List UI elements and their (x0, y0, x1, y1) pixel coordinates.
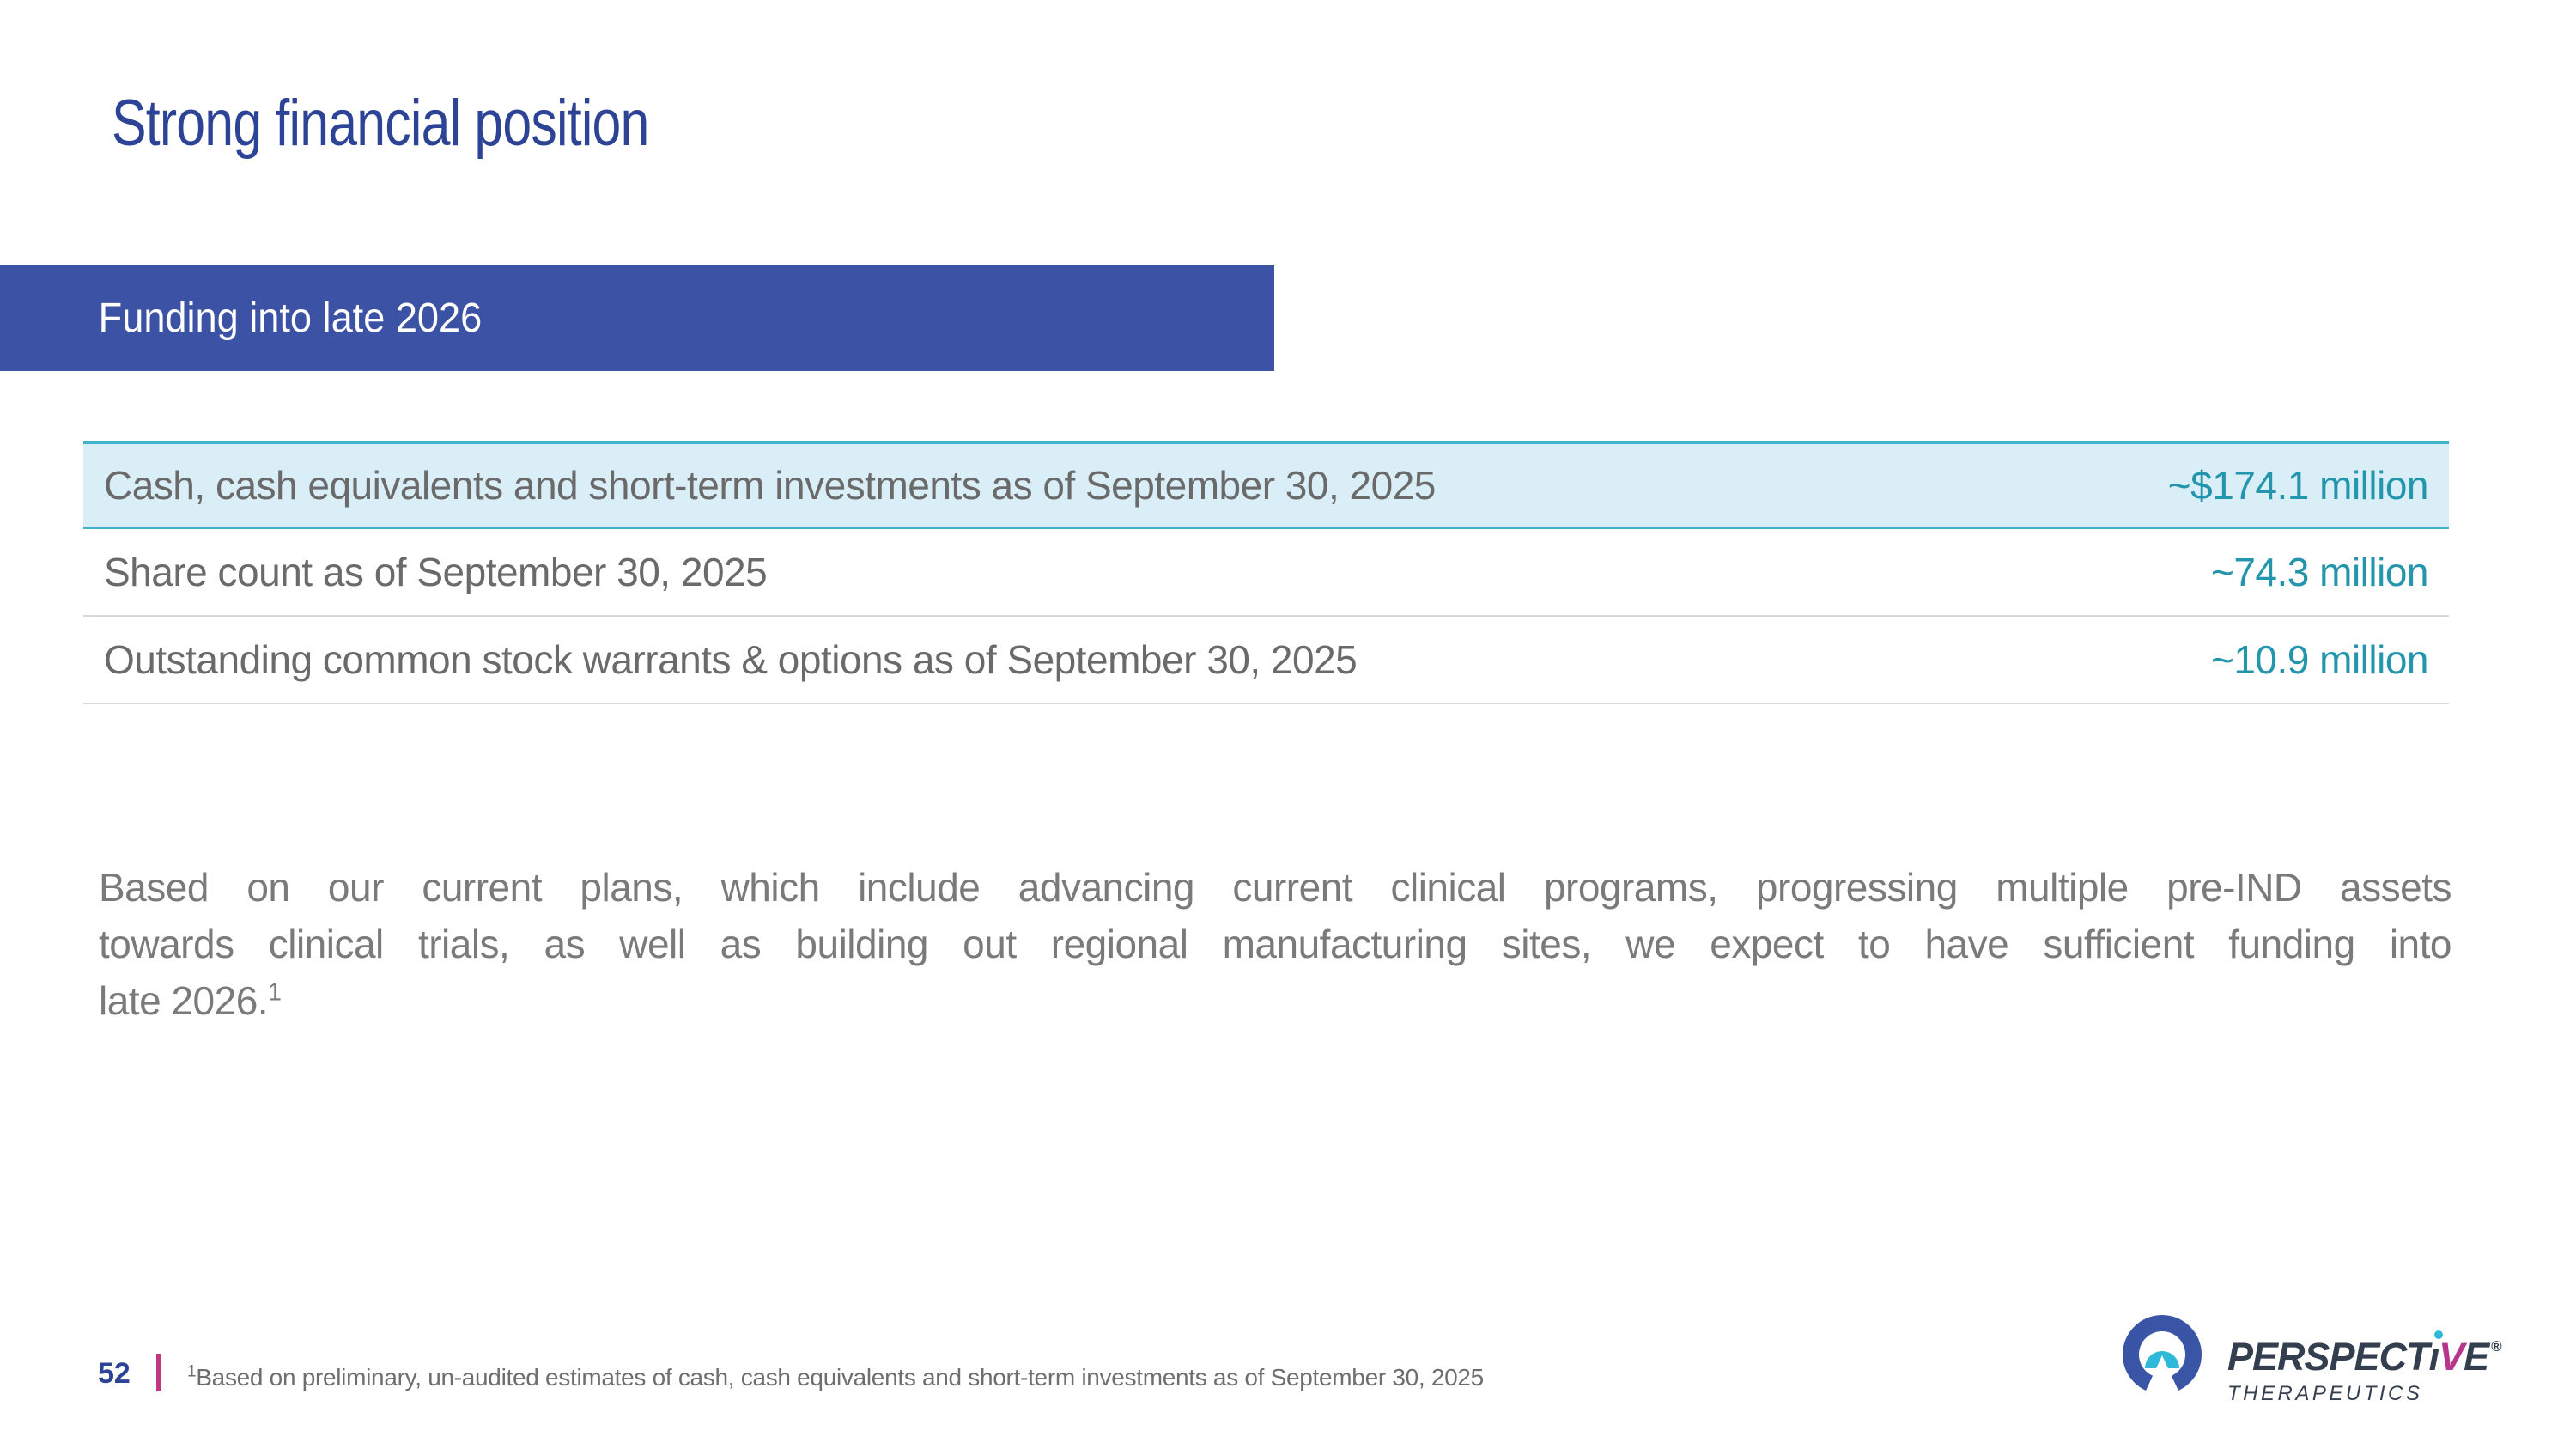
footnote-marker: 1 (187, 1362, 197, 1381)
funding-paragraph: Based on our current plans, which includ… (99, 859, 2452, 1029)
registered-trademark-icon: ® (2491, 1338, 2502, 1355)
footnote-text: Based on preliminary, un-audited estimat… (196, 1364, 1484, 1391)
paragraph-line: towards clinical trials, as well as buil… (99, 922, 2452, 966)
paragraph-last-text: late 2026. (99, 978, 269, 1023)
logo-brand-line: PERSPECTı VE ® (2227, 1330, 2502, 1379)
row-value: ~$174.1 million (2167, 463, 2429, 508)
logo-letter-i: ı (2428, 1330, 2443, 1379)
row-value: ~10.9 million (2210, 637, 2429, 682)
footnote-ref: 1 (268, 978, 282, 1007)
table-row-warrants: Outstanding common stock warrants & opti… (83, 617, 2449, 704)
table-row-cash: Cash, cash equivalents and short-term in… (83, 441, 2449, 529)
funding-banner-label: Funding into late 2026 (98, 295, 483, 341)
company-logo: PERSPECTı VE ® THERAPEUTICS (2119, 1314, 2514, 1409)
logo-i-dot (2433, 1330, 2443, 1339)
paragraph-line: Based on our current plans, which includ… (99, 865, 2452, 910)
logo-wordmark: PERSPECTı VE ® THERAPEUTICS (2227, 1330, 2502, 1406)
table-row-shares: Share count as of September 30, 2025 ~74… (83, 529, 2449, 617)
row-label: Outstanding common stock warrants & opti… (104, 637, 1358, 682)
page-title: Strong financial position (112, 87, 649, 160)
logo-letter-v: V (2439, 1335, 2464, 1379)
logo-letter-e: E (2464, 1335, 2489, 1379)
logo-subtitle: THERAPEUTICS (2227, 1382, 2423, 1405)
row-label: Cash, cash equivalents and short-term in… (104, 463, 1436, 508)
perspective-logo-icon (2123, 1315, 2202, 1400)
logo-i-stem: ı (2428, 1335, 2439, 1379)
logo-text-perspect: PERSPECT (2227, 1335, 2430, 1379)
row-label: Share count as of September 30, 2025 (104, 550, 768, 594)
footer-divider-bar (156, 1354, 161, 1391)
row-value: ~74.3 million (2210, 550, 2429, 594)
page-number: 52 (98, 1357, 131, 1390)
financials-table: Cash, cash equivalents and short-term in… (83, 441, 2449, 704)
paragraph-line: late 2026.1 (99, 972, 2451, 1029)
funding-banner: Funding into late 2026 (0, 265, 1274, 371)
footnote: 1Based on preliminary, un-audited estima… (187, 1364, 1484, 1391)
